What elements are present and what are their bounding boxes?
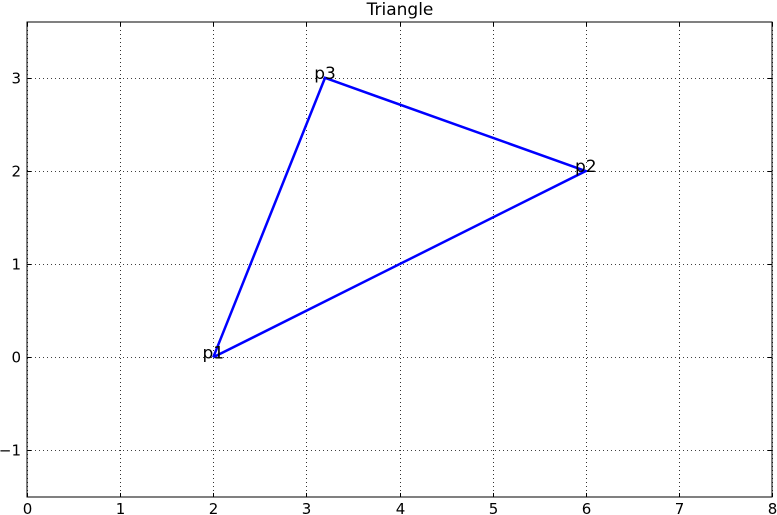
plot-frame — [26, 21, 773, 498]
triangle-line — [212, 76, 589, 359]
x-tick-label: 6 — [582, 500, 592, 515]
y-tick-label: 2 — [11, 163, 21, 181]
y-tick-label: −1 — [0, 442, 21, 460]
x-tick-label: 3 — [302, 500, 312, 515]
x-tick-label: 0 — [23, 500, 33, 515]
x-tick-label: 7 — [675, 500, 685, 515]
grid — [27, 22, 773, 497]
ticks: 0 1 2 3 4 5 6 7 8 −1 0 1 2 3 — [0, 22, 777, 515]
point-label-p2: p2 — [575, 157, 597, 177]
x-tick-label: 8 — [768, 500, 777, 515]
y-tick-label: 0 — [11, 349, 21, 367]
series-layer — [212, 76, 589, 359]
x-tick-label: 1 — [116, 500, 126, 515]
annotations: p1 p2 p3 — [202, 64, 596, 363]
y-tick-label: 1 — [11, 256, 21, 274]
x-tick-label: 4 — [396, 500, 406, 515]
x-tick-label: 2 — [209, 500, 219, 515]
point-label-p3: p3 — [314, 64, 336, 84]
y-tick-label: 3 — [11, 70, 21, 88]
point-label-p1: p1 — [202, 343, 224, 363]
x-tick-label: 5 — [489, 500, 499, 515]
chart-title: Triangle — [366, 0, 434, 20]
